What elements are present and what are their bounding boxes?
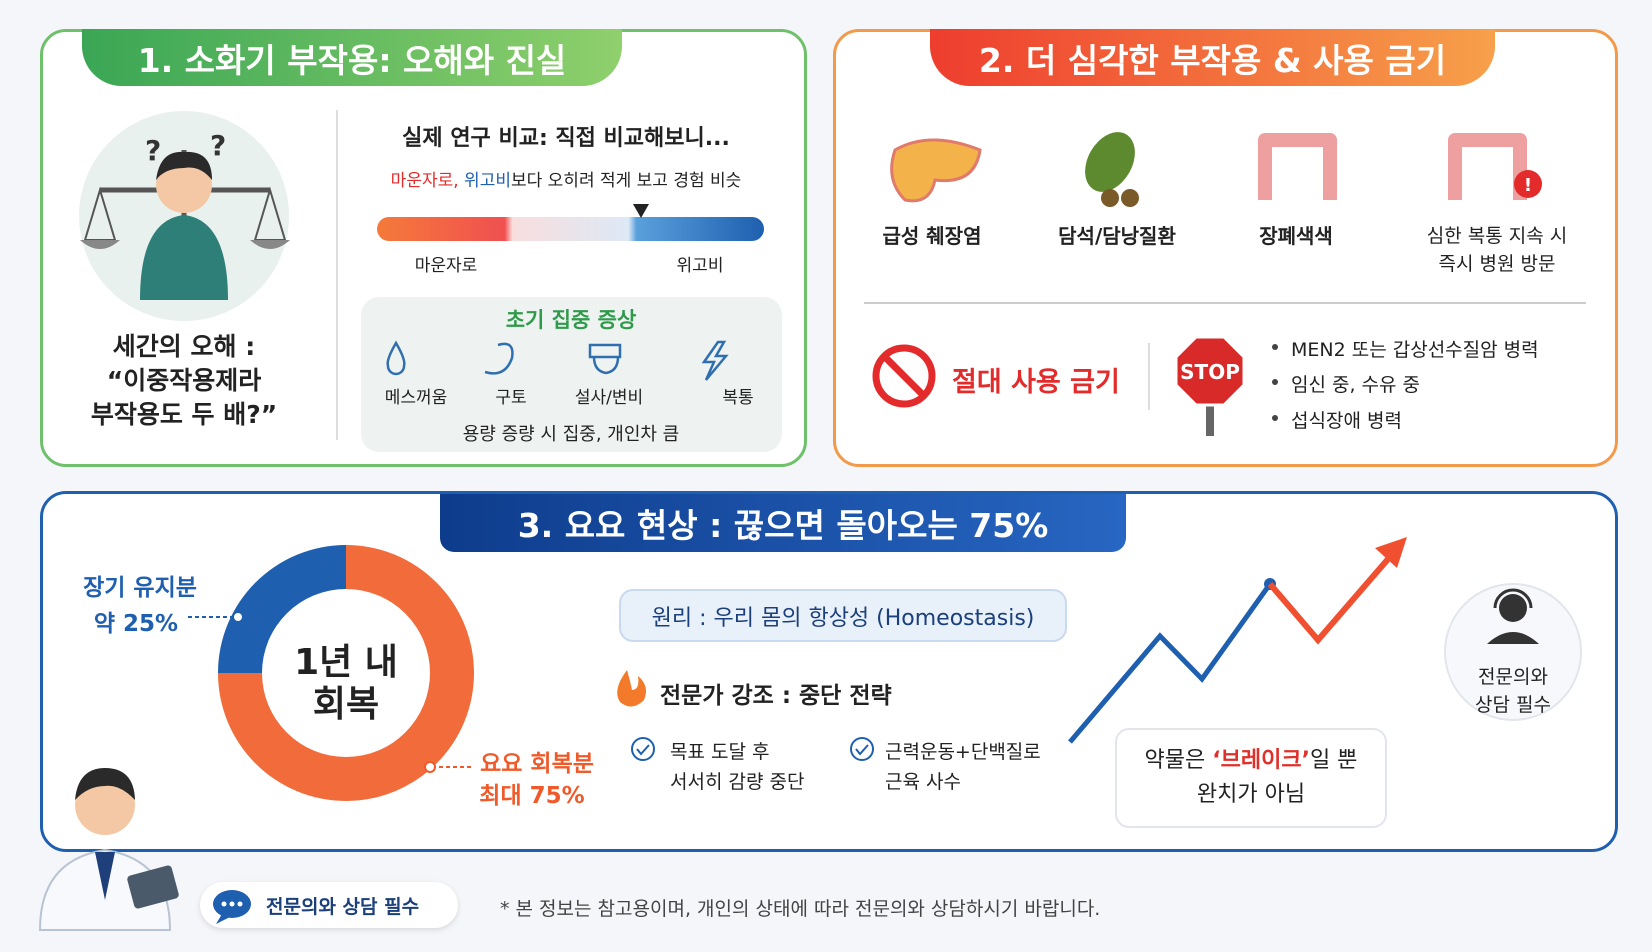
footer-note: * 본 정보는 참고용이며, 개인의 상태에 따라 전문의와 상담하시기 바랍니… [500,898,1101,920]
effect: 담석/담낭질환 [1058,224,1176,248]
myth-label: 세간의 오해 : [112,332,256,361]
expert-item: 근력운동+단백질로 근육 사수 [885,741,1041,793]
symptom: 복통 [722,388,754,408]
contraindication-item: 임신 중, 수유 중 [1291,374,1421,396]
segment-name: 장기 유지분 [83,575,197,601]
segment-name: 요요 회복분 [480,751,594,777]
myth-quote: “이중작용제라 부작용도 두 배?” [90,366,278,429]
brake-box: 약물은 ‘브레이크’일 뿐 완치가 아님 [1115,728,1387,828]
contraindication-label: 절대 사용 금기 [952,367,1120,398]
symptoms-title: 초기 집중 증상 [505,308,637,332]
brake-text: 약물은 ‘브레이크’일 뿐 완치가 아님 [1145,744,1358,812]
principle: 원리 : 우리 몸의 항상성 (Homeostasis) [619,589,1067,642]
effect: 급성 췌장염 [882,224,982,248]
comparison-title: 실제 연구 비교: 직접 비교해보니... [402,126,730,151]
symptoms-note: 용량 증량 시 집중, 개인차 큼 [462,424,680,445]
note-rest: 보다 오히려 적게 보고 경험 비슷 [510,171,742,191]
brake-after: 일 뿐 완치가 아님 [1196,748,1358,807]
symptom: 구토 [495,388,527,408]
bar-right-label: 위고비 [676,256,724,276]
badge-text: 전문의와 상담 필수 [266,895,420,918]
stop-sign: STOP [1180,360,1240,384]
brake-highlight: ‘브레이크’ [1212,748,1310,773]
svg-text:?: ? [145,134,161,167]
segment-label: 약 25% [93,611,179,637]
contraindication-item: 섭식장애 병력 [1291,410,1402,432]
note-red: 마운자로, [390,171,459,191]
section-title: 2. 더 심각한 부작용 & 사용 금기 [930,29,1495,86]
donut-segment [218,545,474,801]
effect: 심한 복통 지속 시 즉시 병원 방문 [1426,225,1568,275]
note-blue: 위고비 [464,171,511,191]
expert-title: 전문가 강조 : 중단 전략 [660,683,892,709]
section-title: 1. 소화기 부작용: 오해와 진실 [82,29,622,86]
section-title: 3. 요요 현상 : 끊으면 돌아오는 75% [440,494,1126,552]
effect: 장폐색색 [1259,224,1333,248]
contraindication-item: MEN2 또는 갑상선수질암 병력 [1291,339,1539,361]
leader-dot [232,611,244,623]
segment-label: 최대 75% [479,783,585,809]
symptom: 설사/변비 [574,388,644,408]
leader-dot [424,761,436,773]
svg-text:!: ! [1524,175,1532,196]
consult-badge: 전문의와 상담 필수 [200,882,458,928]
comparison-note: 마운자로, 위고비보다 오히려 적게 보고 경험 비슷 [391,166,742,191]
symptom: 메스꺼움 [384,388,448,408]
bar-left-label: 마운자로 [414,256,478,276]
donut-center: 1년 내 회복 [294,642,398,725]
consult: 전문의와 상담 필수 [1475,666,1551,716]
brake-before: 약물은 [1144,748,1213,773]
expert-item: 목표 도달 후 서서히 감량 중단 [670,741,805,793]
donut-segment [218,545,346,673]
svg-text:?: ? [210,129,226,162]
